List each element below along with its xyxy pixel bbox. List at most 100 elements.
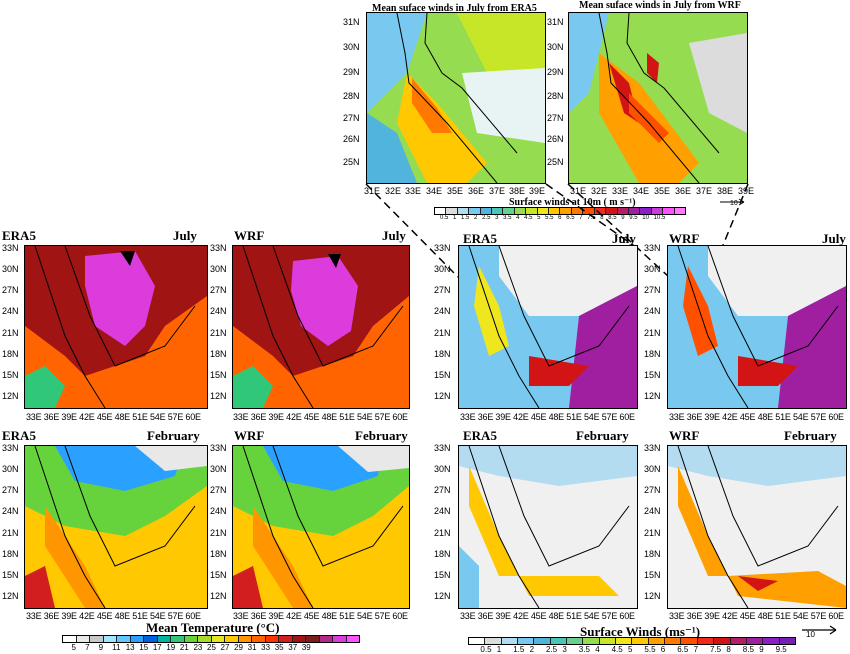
yaxis-label: 33N: [434, 443, 451, 453]
panel-month-label: July: [173, 228, 197, 243]
yaxis-label: 21N: [434, 327, 451, 338]
colorbar-swatch: [103, 636, 117, 642]
inset-wrf-xlabel: 37E: [696, 186, 713, 196]
temperature-colorbar: [62, 635, 360, 643]
colorbar-label: 5.5: [644, 645, 656, 654]
inset-wrf-ylabel: 27N: [547, 113, 564, 123]
colorbar-swatch: [238, 636, 252, 642]
yaxis-label: 21N: [644, 327, 661, 338]
inset-wrf-ylabel: 29N: [547, 67, 564, 77]
colorbar-swatch: [198, 636, 212, 642]
panel-model-label: ERA5: [463, 231, 497, 246]
inset-wrf-ylabel: 28N: [547, 91, 564, 101]
yaxis-label: 15N: [434, 369, 451, 380]
colorbar-swatch: [501, 638, 519, 644]
colorbar-label: 17: [152, 643, 162, 652]
inset-wrf-title: Mean suface winds in July from WRF: [579, 0, 741, 11]
colorbar-label: 7.5: [710, 645, 722, 654]
wind-wrf-february-map: [667, 445, 847, 609]
inset-era5-title: Mean suface winds in July from ERA5: [372, 3, 537, 14]
colorbar-label: 6.5: [677, 645, 689, 654]
colorbar-label: 4.5: [611, 645, 623, 654]
inset-era5-ylabel: 26N: [343, 134, 360, 144]
panel-model-label: WRF: [669, 231, 700, 246]
colorbar-label: 33: [261, 643, 271, 652]
inset-era5-ylabel: 27N: [343, 113, 360, 123]
yaxis-label: 30N: [2, 464, 19, 475]
yaxis-label: 33N: [2, 443, 19, 453]
yaxis-label: 18N: [434, 548, 451, 559]
colorbar-swatch: [211, 636, 225, 642]
yaxis-label: 33N: [210, 243, 227, 253]
yaxis-label: 24N: [644, 506, 661, 517]
xaxis-labels: 33E 36E 39E 42E 45E 48E 51E 54E 57E 60E: [233, 412, 408, 422]
colorbar-swatch: [265, 636, 279, 642]
colorbar-swatch: [599, 638, 617, 644]
colorbar-label: 1.5: [513, 645, 525, 654]
panel-month-label: July: [382, 228, 406, 243]
yaxis-label: 24N: [2, 506, 19, 517]
yaxis-label: 18N: [644, 548, 661, 559]
panel-model-label: ERA5: [2, 428, 36, 443]
inset-wrf-field: [569, 13, 747, 183]
yaxis-label: 12N: [434, 591, 451, 601]
colorbar-label: 8.5: [742, 645, 754, 654]
colorbar-swatch: [681, 638, 698, 644]
colorbar-label: 9.5: [775, 645, 787, 654]
colorbar-swatch: [714, 638, 731, 644]
colorbar-swatch: [279, 636, 293, 642]
winds-colorbar-labels: 0.5 1 1.5 2 2.5 3 3.5 4 4.5 5 5.5 6 6.5 7 7.5 8 8.5 9 9.5: [468, 645, 796, 654]
colorbar-swatch: [779, 638, 795, 644]
colorbar-swatch: [746, 638, 764, 644]
inset-wrf-xlabel: 33E: [612, 186, 629, 196]
yaxis-label: 12N: [434, 391, 451, 401]
colorbar-label: 23: [193, 643, 203, 652]
colorbar-label: 3: [562, 645, 567, 654]
colorbar-label: 5: [628, 645, 633, 654]
yaxis-label: 21N: [2, 327, 19, 338]
wind-era5-july-field: [459, 246, 637, 408]
yaxis-label: 33N: [434, 243, 451, 253]
inset-era5-field: [367, 13, 545, 183]
colorbar-label: 6: [660, 645, 666, 654]
colorbar-label: 4: [595, 645, 600, 654]
yaxis-label: 27N: [644, 485, 661, 496]
colorbar-swatch: [292, 636, 306, 642]
colorbar-swatch: [648, 638, 666, 644]
temp-era5-february-field: [25, 446, 207, 608]
panel-month-label: February: [784, 428, 837, 443]
inset-era5-ylabel: 28N: [343, 91, 360, 101]
yaxis-label: 27N: [210, 485, 227, 496]
inset-wrf-ylabel: 31N: [547, 17, 564, 27]
colorbar-label: 31: [247, 643, 257, 652]
inset-era5-xlabel: 34E: [426, 186, 443, 196]
panel-month-label: July: [822, 231, 846, 246]
colorbar-label: 9: [98, 643, 104, 652]
inset-wrf-xlabel: 38E: [717, 186, 734, 196]
colorbar-label: 27: [220, 643, 230, 652]
yaxis-label: 12N: [644, 591, 661, 601]
yaxis-label: 21N: [434, 527, 451, 538]
colorbar-swatch: [616, 638, 633, 644]
colorbar-label: 13: [125, 643, 135, 652]
panel-month-label: February: [355, 428, 408, 443]
xaxis-labels: 33E 36E 39E 42E 45E 48E 51E 54E 57E 60E: [669, 611, 844, 621]
colorbar-swatch: [550, 638, 568, 644]
yaxis-label: 12N: [2, 391, 19, 401]
inset-era5-xlabel: 32E: [385, 186, 402, 196]
yaxis-label: 27N: [210, 285, 227, 296]
yaxis-label: 12N: [210, 391, 227, 401]
colorbar-swatch: [184, 636, 198, 642]
yaxis-label: 15N: [210, 569, 227, 580]
yaxis-label: 18N: [434, 348, 451, 359]
colorbar-swatch: [346, 636, 359, 642]
yaxis-label: 15N: [210, 369, 227, 380]
yaxis-label: 24N: [434, 506, 451, 517]
inset-wrf-ylabel: 30N: [547, 42, 564, 52]
inset-era5-ylabel: 29N: [343, 67, 360, 77]
inset-colorbar-labels: 0.5 1 1.5 2 2.5 3 3.5 4 4.5 5 5.5 6 6.5 …: [440, 215, 666, 221]
colorbar-label: 2.5: [546, 645, 558, 654]
yaxis-label: 21N: [210, 527, 227, 538]
yaxis-label: 15N: [434, 569, 451, 580]
inset-era5-xlabel: 37E: [489, 186, 506, 196]
